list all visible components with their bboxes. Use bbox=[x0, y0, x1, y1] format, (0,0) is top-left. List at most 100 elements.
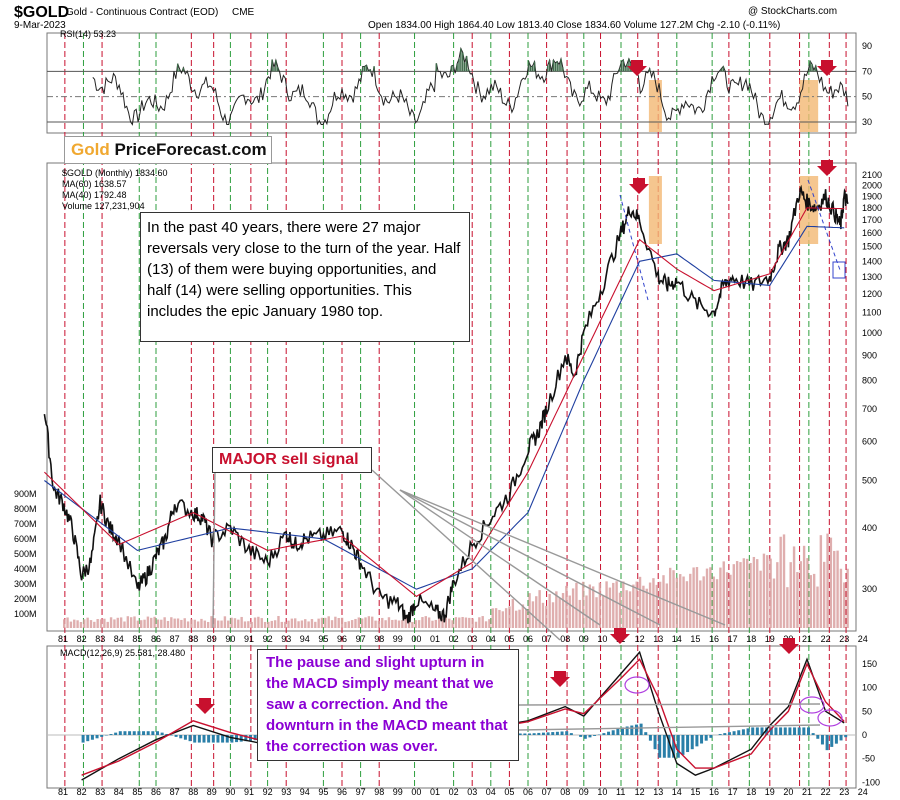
volume-bar bbox=[719, 567, 722, 628]
x-tick-label: 19 bbox=[765, 634, 775, 644]
x-tick-label: 01 bbox=[430, 787, 440, 797]
price-tick-label: 1800 bbox=[862, 203, 882, 213]
volume-bar bbox=[538, 590, 541, 628]
volume-bar bbox=[786, 587, 789, 628]
volume-bar bbox=[525, 608, 528, 628]
volume-bar bbox=[374, 620, 377, 628]
volume-bar bbox=[602, 595, 605, 628]
volume-bar bbox=[437, 617, 441, 628]
price-tick-label: 1400 bbox=[862, 256, 882, 266]
volume-bar bbox=[414, 620, 417, 628]
macd-histogram-bar bbox=[616, 728, 620, 735]
x-tick-label: 92 bbox=[263, 634, 273, 644]
volume-bar bbox=[752, 556, 756, 628]
ohlc-label: Open 1834.00 High 1864.40 Low 1813.40 Cl… bbox=[368, 20, 780, 31]
x-tick-label: 89 bbox=[207, 787, 217, 797]
volume-bar bbox=[294, 618, 297, 628]
price-tick-label: 1500 bbox=[862, 242, 882, 252]
x-tick-label: 00 bbox=[411, 634, 421, 644]
x-tick-label: 93 bbox=[281, 634, 291, 644]
volume-bar bbox=[297, 621, 300, 628]
volume-bar bbox=[648, 582, 652, 628]
macd-note: The pause and slight upturn in the MACD … bbox=[257, 649, 519, 761]
volume-bar bbox=[709, 567, 712, 628]
volume-bar bbox=[591, 586, 595, 628]
volume-bar bbox=[123, 621, 126, 628]
target-box bbox=[832, 261, 846, 279]
price-highlight bbox=[648, 176, 662, 244]
volume-bar bbox=[595, 597, 598, 628]
x-tick-label: 10 bbox=[597, 634, 607, 644]
volume-bar bbox=[739, 562, 742, 628]
volume-bar bbox=[213, 618, 217, 628]
volume-bar bbox=[578, 599, 581, 628]
volume-bar bbox=[494, 608, 498, 628]
rsi-line bbox=[92, 46, 849, 126]
x-tick-label: 90 bbox=[225, 787, 235, 797]
volume-bar bbox=[745, 558, 749, 628]
volume-bar bbox=[307, 621, 310, 628]
volume-bar bbox=[742, 558, 746, 628]
legend-ma60: MA(60) 1638.57 bbox=[62, 179, 127, 189]
x-tick-label: 92 bbox=[263, 787, 273, 797]
down-arrow-icon bbox=[610, 628, 630, 644]
x-tick-label: 87 bbox=[170, 634, 180, 644]
volume-bar bbox=[528, 593, 531, 628]
volume-bar bbox=[612, 582, 615, 628]
volume-bar bbox=[290, 618, 294, 628]
macd-histogram-bar bbox=[86, 735, 90, 742]
price-tick-label: 1200 bbox=[862, 289, 882, 299]
volume-bar bbox=[829, 537, 833, 628]
volume-bar bbox=[618, 592, 622, 628]
volume-tick-label: 300M bbox=[14, 579, 37, 589]
volume-bar bbox=[498, 609, 501, 628]
macd-histogram-bar bbox=[593, 735, 597, 736]
macd-histogram-bar bbox=[95, 735, 99, 739]
x-tick-label: 86 bbox=[151, 634, 161, 644]
logo-site: PriceForecast.com bbox=[114, 140, 267, 159]
volume-bar bbox=[806, 558, 809, 628]
x-tick-label: 81 bbox=[58, 787, 68, 797]
macd-histogram-bar bbox=[174, 735, 178, 737]
macd-histogram-bar bbox=[783, 727, 787, 735]
legend-volume: Volume 127,231,904 bbox=[62, 201, 145, 211]
volume-bar bbox=[150, 617, 153, 628]
volume-bar bbox=[668, 567, 672, 628]
volume-bar bbox=[337, 618, 340, 628]
volume-bar bbox=[190, 619, 193, 628]
macd-histogram-bar bbox=[518, 733, 522, 735]
volume-bar bbox=[833, 550, 836, 628]
volume-bar bbox=[153, 616, 156, 628]
x-tick-label: 98 bbox=[374, 787, 384, 797]
macd-histogram-bar bbox=[555, 731, 559, 735]
macd-histogram-bar bbox=[760, 727, 764, 735]
price-tick-label: 1000 bbox=[862, 328, 882, 338]
x-tick-label: 20 bbox=[783, 787, 793, 797]
volume-bar bbox=[535, 596, 538, 628]
macd-histogram-bar bbox=[676, 735, 680, 758]
macd-histogram-bar bbox=[528, 733, 531, 735]
volume-bar bbox=[277, 616, 280, 628]
macd-histogram-bar bbox=[611, 730, 615, 735]
volume-bar bbox=[689, 573, 692, 628]
volume-bar bbox=[779, 536, 782, 628]
macd-histogram-bar bbox=[686, 735, 690, 753]
macd-histogram-bar bbox=[523, 733, 527, 735]
macd-histogram-bar bbox=[621, 727, 624, 735]
x-tick-label: 85 bbox=[132, 787, 142, 797]
volume-bars: 900M 800M 700M 600M 500M 400M 300M 200M 100M bbox=[14, 489, 849, 628]
x-tick-label: 24 bbox=[858, 634, 868, 644]
x-tick-label: 23 bbox=[839, 634, 849, 644]
macd-histogram-bar bbox=[118, 731, 122, 735]
volume-bar bbox=[119, 617, 123, 628]
legend-gold: $GOLD (Monthly) 1834.60 bbox=[62, 168, 168, 178]
x-tick-label: 99 bbox=[393, 634, 403, 644]
macd-histogram-bar bbox=[165, 734, 169, 735]
rsi-tick-label: 30 bbox=[862, 117, 872, 127]
x-tick-label: 94 bbox=[300, 634, 310, 644]
volume-bar bbox=[695, 567, 699, 628]
price-tick-label: 2000 bbox=[862, 180, 882, 190]
volume-bar bbox=[240, 616, 243, 628]
volume-bar bbox=[846, 568, 849, 628]
volume-bar bbox=[86, 617, 89, 628]
